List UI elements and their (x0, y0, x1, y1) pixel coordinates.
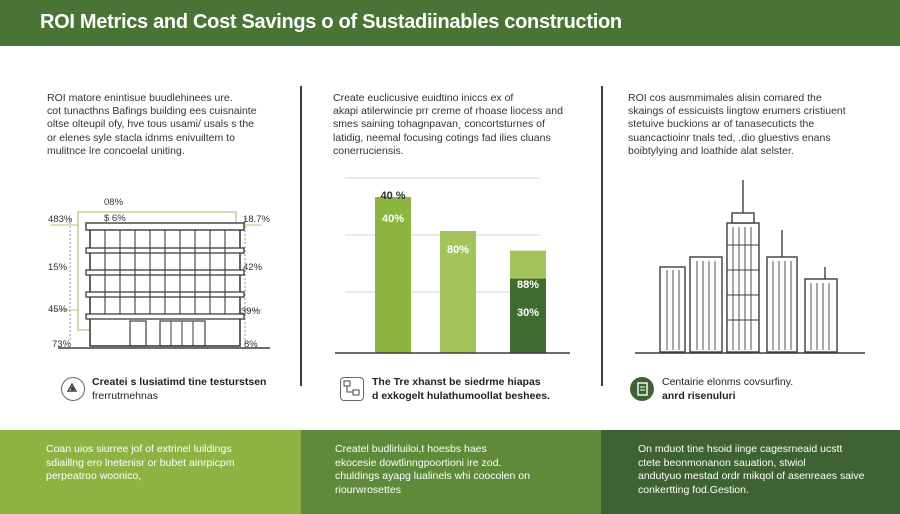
bar-segment (510, 250, 546, 279)
panel-2-line: smes saining tohagnpavan¸ concortsturnes… (333, 118, 545, 131)
panel-2-line: conerruciensis. (333, 144, 404, 157)
bar-data-label: 40 % (380, 190, 405, 202)
recycle-icon (61, 377, 85, 401)
panel-3-text: ROI cos ausmmimales alisin comared the s… (628, 92, 888, 158)
bar (440, 231, 476, 353)
right-label: 8% (244, 339, 258, 350)
footer-text: Coan uios siurree jof of extrinel luildi… (46, 443, 291, 484)
footer-line: riourwrosettes (335, 483, 401, 496)
footer-line: perpeatroo woonico, (46, 470, 142, 482)
bar-data-label: 80% (447, 244, 469, 256)
footer-line: andutyuo mestad ordr mikqol of asenreaes… (638, 470, 865, 482)
footer-line: On mduot tine hsoid iinge cagesrneaid uc… (638, 443, 843, 455)
panel-1-line: mulitnce lre concoelal uniting. (47, 144, 185, 157)
column-divider (601, 86, 603, 386)
top-label: 08% (104, 197, 124, 208)
left-label: 73% (52, 339, 72, 350)
panel-3-line: suancactioinr tnals ted, .dio gluestivs … (628, 131, 831, 144)
caption-line: Centairie elonms covsurfiny. (662, 376, 794, 388)
bar (375, 197, 411, 353)
document-icon (630, 377, 654, 401)
panel-3-line: skaings of essicuists lingtow erumers cr… (628, 105, 846, 118)
page-title: ROI Metrics and Cost Savings o of Sustad… (40, 11, 622, 33)
left-label: 15% (48, 262, 68, 273)
panel-1-line: ROI matore enintisue buudlehinees ure. (47, 92, 233, 104)
bar (510, 278, 546, 353)
panel-1-caption: Createi s lusiatimd tine testurstsen fre… (92, 376, 292, 403)
flowchart-icon (340, 377, 364, 401)
bar-data-label: 88% (517, 279, 539, 291)
footer-line: sdiaillng ero lnetenisr or bubet ainrpic… (46, 456, 235, 469)
header-bar: ROI Metrics and Cost Savings o of Sustad… (0, 0, 900, 46)
right-label: 42% (243, 262, 263, 273)
caption-line: The Tre xhanst be siedrme hiapas (372, 376, 541, 388)
panel-2-line: latidig, neemal focusing cotings fad ili… (333, 131, 551, 144)
footer-line: Createl budlirluiloi,t hoesbs haes (335, 443, 487, 455)
panel-2-line: akapi atilerwincie prr creme of rhoase l… (333, 105, 563, 118)
left-label: 483% (48, 214, 73, 225)
left-label: 45% (48, 304, 68, 315)
right-label: 39% (241, 306, 261, 317)
bar-chart: 40 % 40% 80% 88% 30% (335, 177, 570, 354)
building-illustration: 483% 15% 45% 73% 18.7% 42% 39% 8% 08% $ … (48, 197, 270, 350)
footer-line: Coan uios siurree jof of extrinel luildi… (46, 443, 232, 455)
caption-line: frerrutrnehnas (92, 389, 158, 402)
panel-2-caption: The Tre xhanst be siedrme hiapas d exkog… (372, 376, 592, 403)
column-divider (300, 86, 302, 386)
panel-1-text: ROI matore enintisue buudlehinees ure. c… (47, 92, 287, 158)
panel-3-line: boibtylying and loathide alat selster. (628, 144, 794, 157)
chart-labels: 40 % 40% 80% 88% 30% (380, 190, 539, 319)
city-skyline-illustration (635, 180, 865, 354)
right-label: 18.7% (243, 214, 270, 225)
panel-1-line: oltse olteupil ofy, hve tous usami/ usal… (47, 118, 254, 131)
panel-2-line: Create euclicusive euidtino iniccs ex of (333, 92, 514, 104)
caption-line: d exkogelt hulathumoollat beshees. (372, 389, 550, 402)
caption-line: anrd risenuluri (662, 389, 736, 402)
panel-3-line: ROI cos ausmmimales alisin comared the (628, 92, 822, 104)
footer-block-1: Coan uios siurree jof of extrinel luildi… (0, 430, 301, 514)
panel-3-caption: Centairie elonms covsurfiny. anrd risenu… (662, 376, 882, 403)
footer-text: Createl budlirluiloi,t hoesbs haes ekoce… (335, 443, 595, 497)
footer-line: ctete beonmonanon sauation, stwiol (638, 456, 806, 469)
chart-bars (375, 197, 546, 353)
panel-1-line: cot tunacthns Bafings building ees cuisn… (47, 105, 257, 118)
footer-block-3: On mduot tine hsoid iinge cagesrneaid uc… (601, 430, 900, 514)
bar-data-label: 30% (517, 307, 539, 319)
bar-data-label: 40% (382, 213, 404, 225)
footer-line: chuldings ayapg lualinels whi coocolen o… (335, 470, 530, 482)
footer-line: conkertting fod.Gestion. (638, 483, 749, 496)
footer-text: On mduot tine hsoid iinge cagesrneaid uc… (638, 443, 893, 497)
panel-3-line: stetuive buckions ar of tanasecuticts th… (628, 118, 815, 131)
footer-block-2: Createl budlirluiloi,t hoesbs haes ekoce… (301, 430, 601, 514)
top-label: $ 6% (104, 213, 126, 224)
caption-line: Createi s lusiatimd tine testurstsen (92, 376, 267, 388)
panel-2-text: Create euclicusive euidtino iniccs ex of… (333, 92, 593, 158)
panel-1-line: or elenes syle stacla idnms enivuiltem t… (47, 131, 235, 144)
footer-line: ekocesie dowtlinngpoortioni ire zod. (335, 456, 502, 469)
